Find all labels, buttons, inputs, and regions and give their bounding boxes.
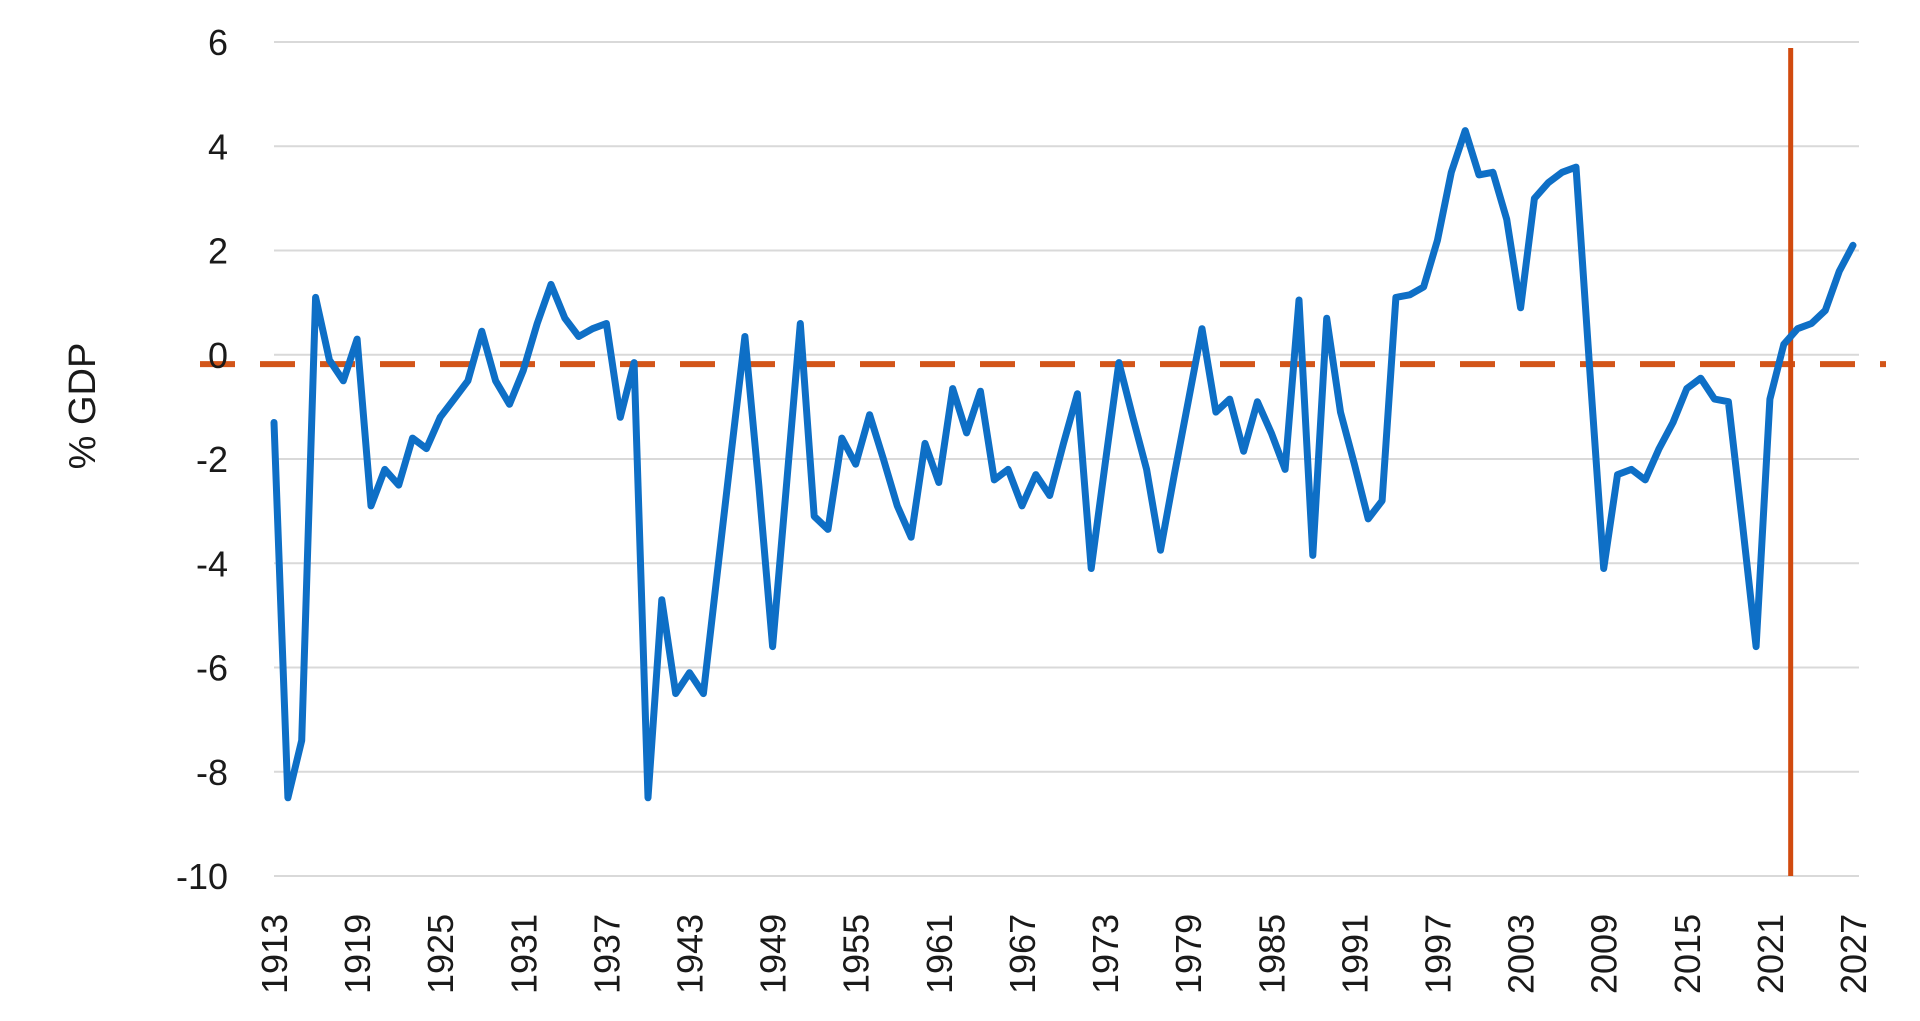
x-tick-label: 1979 — [1168, 914, 1209, 994]
y-axis-title: % GDP — [62, 343, 104, 470]
x-tick-label: 2015 — [1667, 914, 1708, 994]
x-tick-label: 1955 — [836, 914, 877, 994]
y-axis-tick-labels: 6 4 2 0 -2 -4 -6 -8 -10 — [176, 22, 228, 897]
x-tick-label: 2009 — [1584, 914, 1625, 994]
x-axis-tick-labels: 1913 1919 1925 1931 1937 1943 1949 1955 1961 1967… — [254, 914, 1874, 994]
x-tick-label: 1961 — [919, 914, 960, 994]
x-tick-label: 1925 — [420, 914, 461, 994]
x-tick-label: 2021 — [1750, 914, 1791, 994]
x-tick-label: 2003 — [1501, 914, 1542, 994]
x-tick-label: 1937 — [586, 914, 627, 994]
y-tick-label: 6 — [208, 22, 228, 63]
gridlines — [274, 41, 1859, 877]
x-tick-label: 1985 — [1251, 914, 1292, 994]
y-tick-label: 2 — [208, 231, 228, 272]
x-tick-label: 1967 — [1002, 914, 1043, 994]
x-tick-label: 1919 — [337, 914, 378, 994]
x-tick-label: 1913 — [254, 914, 295, 994]
x-tick-label: 1943 — [670, 914, 711, 994]
y-tick-label: 0 — [208, 335, 228, 376]
x-tick-label: 1931 — [503, 914, 544, 994]
gdp-balance-series-line — [270, 127, 1857, 802]
x-tick-label: 1949 — [753, 914, 794, 994]
y-tick-label: -2 — [196, 439, 228, 480]
x-tick-label: 1991 — [1334, 914, 1375, 994]
y-tick-label: -10 — [176, 856, 228, 897]
y-tick-label: -4 — [196, 543, 228, 584]
reference-lines — [200, 48, 1886, 876]
x-tick-label: 1997 — [1417, 914, 1458, 994]
x-tick-label: 2027 — [1833, 914, 1874, 994]
data-series — [270, 127, 1857, 802]
y-tick-label: 4 — [208, 126, 228, 167]
y-tick-label: -8 — [196, 752, 228, 793]
y-tick-label: -6 — [196, 648, 228, 689]
x-tick-label: 1973 — [1085, 914, 1126, 994]
